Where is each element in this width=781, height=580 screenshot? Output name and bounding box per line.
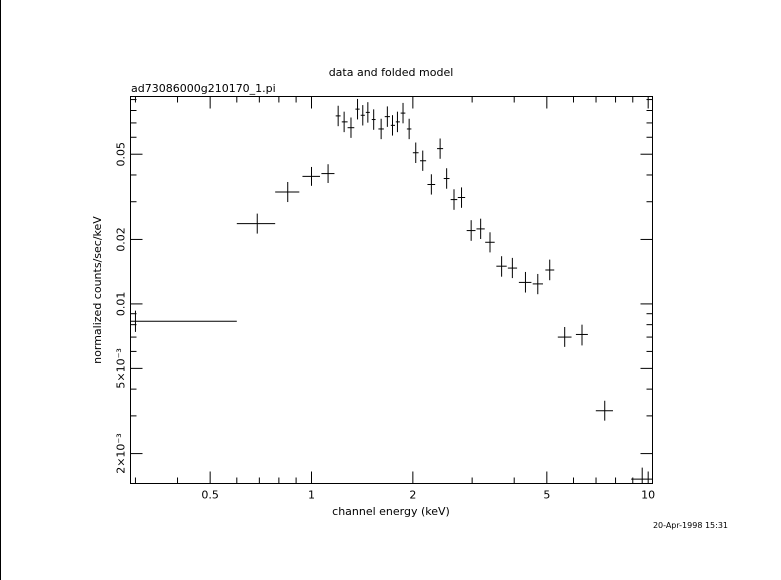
data-points [130, 98, 653, 484]
data-point [302, 166, 321, 186]
y-axis-label: normalized counts/sec/keV [91, 216, 104, 364]
data-point [575, 324, 588, 346]
data-point [557, 327, 572, 347]
x-tick-label: 5 [543, 489, 550, 502]
data-point [130, 310, 237, 332]
tick-labels: 0.5 1 2 5 10 2×10⁻³ 5×10⁻³ 0.01 0.02 0.05 [115, 142, 656, 502]
y-tick-label: 5×10⁻³ [115, 348, 128, 388]
chart-subtitle: ad73086000g210170_1.pi [131, 82, 276, 95]
data-point [485, 232, 495, 253]
data-point [371, 109, 376, 130]
data-point [443, 168, 450, 189]
data-point [395, 111, 400, 133]
data-point [507, 257, 518, 279]
data-point [595, 400, 613, 421]
y-tick-label: 2×10⁻³ [115, 433, 128, 473]
data-point [400, 102, 406, 124]
data-point [406, 118, 412, 140]
data-point [457, 187, 466, 208]
data-point [631, 467, 653, 484]
data-point [275, 181, 300, 203]
data-point [365, 102, 370, 123]
data-point [390, 115, 395, 136]
data-point [236, 213, 276, 234]
data-point [335, 105, 341, 127]
data-point [427, 174, 436, 195]
plot-frame [130, 96, 653, 484]
data-point [518, 271, 532, 293]
data-point [360, 105, 365, 126]
data-point [378, 118, 384, 140]
data-point [532, 273, 543, 295]
x-axis-label: channel energy (keV) [332, 505, 450, 518]
x-tick-label: 0.5 [201, 489, 219, 502]
data-point [450, 189, 458, 210]
chart-title: data and folded model [329, 66, 454, 79]
x-tick-label: 10 [641, 489, 655, 502]
x-tick-label: 2 [409, 489, 416, 502]
timestamp: 20-Apr-1998 15:31 [653, 521, 728, 530]
y-tick-label: 0.01 [115, 292, 128, 317]
axis-ticks [130, 96, 653, 484]
data-point [347, 117, 355, 138]
data-point [355, 98, 360, 120]
data-point [466, 220, 476, 241]
data-point [476, 218, 485, 239]
y-tick-label: 0.05 [115, 142, 128, 167]
y-tick-label: 0.02 [115, 227, 128, 252]
data-point [341, 111, 348, 133]
data-point [437, 138, 444, 159]
data-point [412, 142, 419, 163]
x-tick-label: 1 [308, 489, 315, 502]
data-point [496, 256, 507, 277]
data-point [545, 259, 555, 281]
data-point [384, 106, 390, 127]
data-point [419, 150, 427, 171]
data-point [321, 164, 335, 183]
